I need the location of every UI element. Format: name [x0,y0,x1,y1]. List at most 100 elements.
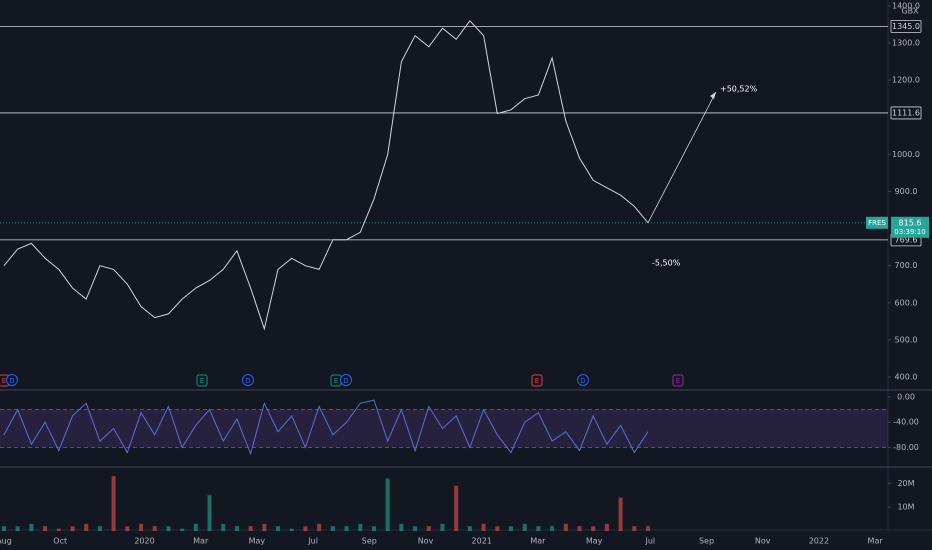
oscillator-line [3,399,649,456]
volume-bar [330,526,335,531]
oscillator-tick-label: -80.00 [893,443,919,452]
volume-bar [97,526,102,531]
volume-bar [371,526,376,531]
price-tick-label: 1400.0 [892,1,920,10]
level-label: 1345.0 [892,22,920,31]
event-marker [340,374,352,386]
volume-bar [646,526,650,531]
volume-bar [618,497,623,531]
volume-bar [358,523,363,531]
volume-bar [563,523,568,531]
annotation-up: +50,52% [720,85,758,94]
volume-bar [207,495,212,531]
last-price-box [891,216,929,238]
last-price-label: 815.6 [899,218,922,227]
event-label: E [676,377,680,385]
volume-bar [508,526,513,531]
time-label: Mar [530,537,546,546]
volume-bar [522,523,527,531]
volume-bar [248,526,253,531]
volume-bar [234,526,239,531]
volume-bar [125,526,130,531]
volume-bar [426,526,431,531]
price-tick-label: 500.0 [895,335,918,344]
event-label: E [334,377,338,385]
event-label: E [200,377,204,385]
time-label: Sep [699,537,714,546]
volume-bar [577,526,582,531]
time-label: Sep [362,537,377,546]
volume-bar [385,478,390,531]
volume-bar [550,526,555,531]
level-label: 769.6 [895,235,918,244]
price-tick-label: 400.0 [895,373,918,382]
volume-bar [15,526,20,531]
level-label: 1111.6 [892,108,920,117]
event-marker [577,374,589,386]
time-label: Jul [307,537,318,546]
time-label: Jul [644,537,655,546]
volume-bar [29,523,34,531]
arrow-head [710,92,716,99]
volume-bar [467,526,472,531]
oscillator-tick-label: 0.00 [897,392,915,401]
time-label: May [586,537,603,546]
volume-bar [440,523,445,531]
price-tick-label: 1000.0 [892,150,920,159]
symbol-label: FRES [868,219,886,227]
price-tick-label: 1300.0 [892,39,920,48]
volume-bar [536,526,541,531]
time-label: Mar [868,537,884,546]
event-label: D [580,377,585,385]
price-tick-label: 1200.0 [892,76,920,85]
volume-bar [276,526,281,531]
event-label: D [245,377,250,385]
volume-bar [262,523,267,531]
volume-bar [166,526,171,531]
time-label: Nov [755,537,771,546]
volume-bar [399,523,404,531]
event-label: E [535,377,539,385]
volume-bar [303,526,308,531]
volume-bar [111,476,116,531]
event-label: E [2,377,6,385]
volume-bar [481,523,486,531]
level-label-box [890,19,922,33]
price-line [3,20,649,331]
volume-bar [495,526,500,531]
volume-bar [152,526,157,531]
time-label: 2022 [809,537,829,546]
symbol-tag [866,216,888,229]
event-marker [531,374,543,387]
volume-bar [344,526,349,531]
volume-bar [56,528,61,531]
oscillator-tick-label: -40.00 [893,418,919,427]
volume-tick-label: 20M [897,479,914,488]
annotation-down: -5,50% [652,259,681,268]
price-tick-label: 700.0 [895,261,918,270]
currency-label: GBX [901,7,919,16]
event-marker [6,374,18,386]
volume-bar [193,523,198,531]
time-label: Mar [193,537,209,546]
time-label: May [249,537,266,546]
volume-bar [70,526,75,531]
time-label: Nov [418,537,434,546]
event-marker [242,374,254,386]
volume-bar [632,526,637,531]
volume-bar [289,528,294,531]
volume-bar [2,526,6,531]
time-label: Oct [53,537,67,546]
oscillator-band [0,409,888,448]
volume-bar [84,523,89,531]
volume-bar [413,526,418,531]
event-label: D [9,377,14,385]
level-label-box [890,106,922,120]
volume-bar [604,523,609,531]
volume-bar [139,523,144,531]
time-label: 2021 [472,537,492,546]
event-marker [672,374,684,387]
volume-bar [317,523,322,531]
volume-bar [180,528,185,531]
